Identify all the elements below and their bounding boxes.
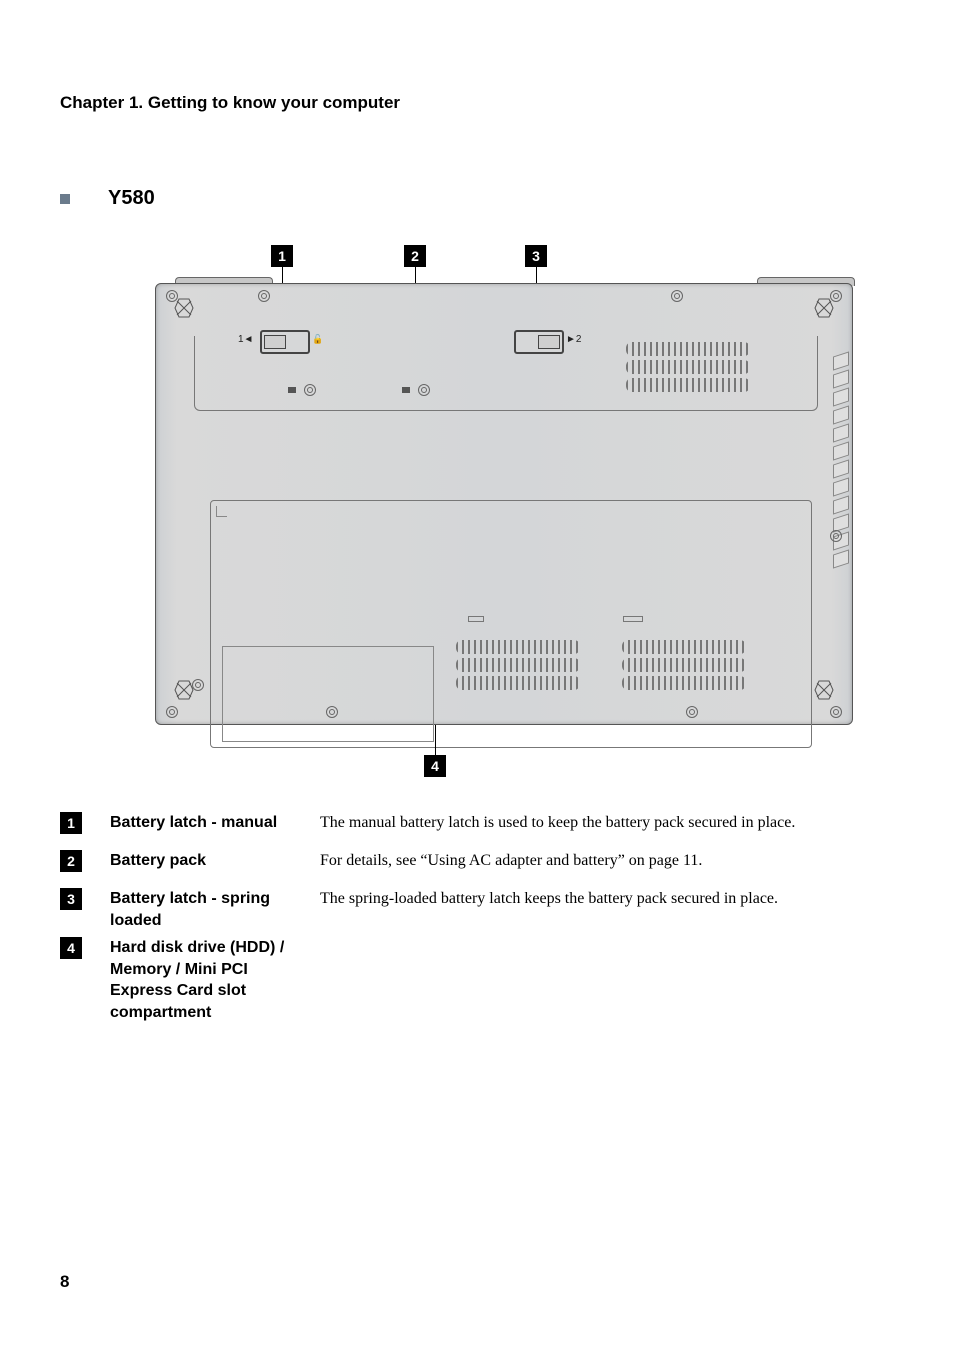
screw-icon bbox=[830, 530, 842, 542]
leader-line-4 bbox=[435, 725, 436, 755]
screw-icon bbox=[304, 384, 316, 396]
screw-icon bbox=[166, 290, 178, 302]
section-title: Y580 bbox=[108, 187, 155, 210]
callout-badge-2: 2 bbox=[404, 245, 426, 267]
page-number: 8 bbox=[60, 1272, 69, 1292]
lock-open-icon: 🔓 bbox=[312, 334, 323, 345]
screw-icon bbox=[830, 290, 842, 302]
screw-icon bbox=[166, 706, 178, 718]
legend-row: 1 Battery latch - manual The manual batt… bbox=[60, 812, 880, 846]
chapter-title: Chapter 1. Getting to know your computer bbox=[60, 93, 400, 113]
legend-desc: For details, see “Using AC adapter and b… bbox=[320, 850, 880, 872]
arrow-right-icon: 1◄ bbox=[238, 334, 253, 345]
screw-icon bbox=[326, 706, 338, 718]
legend-label: Battery latch - manual bbox=[110, 812, 320, 834]
indicator-icon bbox=[288, 387, 296, 393]
indicator-icon bbox=[402, 387, 410, 393]
foot-hex-icon bbox=[174, 680, 194, 700]
legend-list: 1 Battery latch - manual The manual batt… bbox=[60, 812, 880, 1028]
legend-row: 4 Hard disk drive (HDD) / Memory / Mini … bbox=[60, 937, 880, 1023]
legend-row: 2 Battery pack For details, see “Using A… bbox=[60, 850, 880, 884]
legend-label: Battery pack bbox=[110, 850, 320, 872]
battery-latch-spring-icon bbox=[514, 330, 564, 354]
slot-icon bbox=[468, 616, 484, 622]
screw-icon bbox=[192, 679, 204, 691]
section-bullet-icon bbox=[60, 194, 70, 204]
screw-icon bbox=[671, 290, 683, 302]
legend-num-badge: 3 bbox=[60, 888, 82, 910]
foot-hex-icon bbox=[814, 680, 834, 700]
callout-badge-1: 1 bbox=[271, 245, 293, 267]
laptop-bottom-shell: 1◄ 🔓 ►2 bbox=[155, 283, 853, 725]
legend-label: Battery latch - spring loaded bbox=[110, 888, 320, 931]
notch-icon bbox=[216, 506, 227, 517]
memory-hatch bbox=[222, 646, 434, 742]
legend-num-badge: 2 bbox=[60, 850, 82, 872]
screw-icon bbox=[830, 706, 842, 718]
arrow-right-icon: ►2 bbox=[566, 334, 581, 345]
slot-icon bbox=[623, 616, 643, 622]
battery-latch-manual-icon bbox=[260, 330, 310, 354]
bottom-view-diagram: 1 2 3 bbox=[155, 245, 875, 775]
screw-icon bbox=[686, 706, 698, 718]
vent-block-icon bbox=[626, 342, 750, 392]
screw-icon bbox=[258, 290, 270, 302]
callout-badge-4: 4 bbox=[424, 755, 446, 777]
legend-row: 3 Battery latch - spring loaded The spri… bbox=[60, 888, 880, 931]
legend-desc: The spring-loaded battery latch keeps th… bbox=[320, 888, 880, 910]
legend-num-badge: 1 bbox=[60, 812, 82, 834]
legend-label: Hard disk drive (HDD) / Memory / Mini PC… bbox=[110, 937, 320, 1023]
callout-badge-3: 3 bbox=[525, 245, 547, 267]
legend-desc: The manual battery latch is used to keep… bbox=[320, 812, 880, 834]
legend-num-badge: 4 bbox=[60, 937, 82, 959]
screw-icon bbox=[418, 384, 430, 396]
